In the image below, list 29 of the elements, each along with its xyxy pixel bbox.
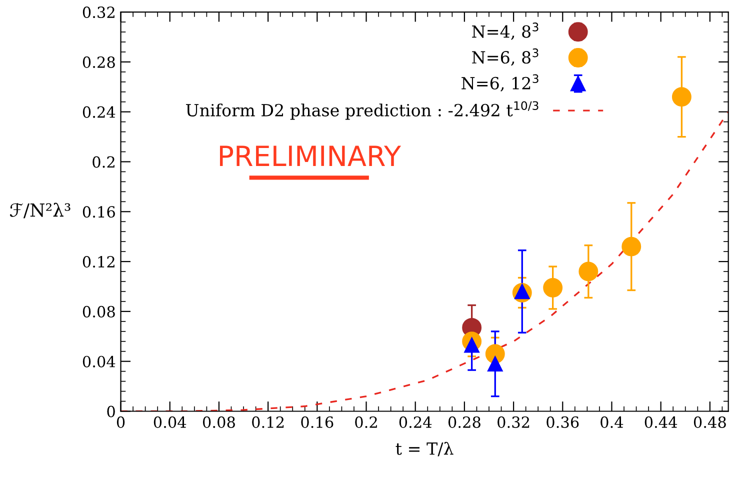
x-tick-label: 0.36 xyxy=(546,416,579,428)
x-axis-title: t = T/λ xyxy=(396,442,454,456)
y-tick-label: 0 xyxy=(107,406,115,418)
x-tick-label: 0.2 xyxy=(355,416,377,428)
y-tick-label: 0.24 xyxy=(82,106,116,118)
y-tick-label: 0.16 xyxy=(82,206,115,218)
x-tick-label: 0.12 xyxy=(252,416,284,428)
legend-label: N=6, 8$^{3}$ xyxy=(472,48,538,66)
x-tick-label: 0 xyxy=(116,416,125,428)
y-tick-label: 0.2 xyxy=(92,156,114,168)
legend-label: Uniform D2 phase prediction : -2.492 t$^{10/3}$ xyxy=(186,101,538,120)
y-tick-label: 0.04 xyxy=(82,356,116,368)
x-tick-label: 0.24 xyxy=(399,416,432,428)
x-tick-label: 0.16 xyxy=(301,416,334,428)
x-tick-label: 0.32 xyxy=(498,416,530,428)
y-tick-label: 0.12 xyxy=(82,256,114,268)
x-tick-label: 0.28 xyxy=(448,416,480,428)
x-tick-label: 0.08 xyxy=(202,416,235,428)
annotation: PRELIMINARY xyxy=(220,146,402,166)
y-tick-label: 0.32 xyxy=(82,6,114,18)
x-tick-label: 0.04 xyxy=(154,416,186,428)
legend-label: N=4, 8$^{3}$ xyxy=(472,22,538,40)
x-tick-label: 0.44 xyxy=(644,416,678,428)
y-axis-title: ℱ/N²λ³ xyxy=(10,202,70,218)
legend-label: N=6, 12$^{3}$ xyxy=(462,74,538,92)
y-tick-label: 0.28 xyxy=(82,56,115,68)
x-tick-label: 0.4 xyxy=(600,416,624,428)
x-tick-label: 0.48 xyxy=(694,416,726,428)
y-tick-label: 0.08 xyxy=(82,306,115,318)
